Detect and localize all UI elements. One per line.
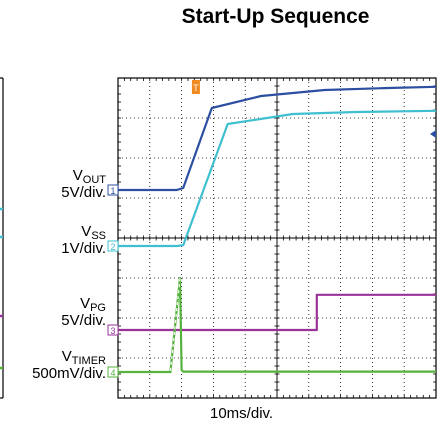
left-partial-frame <box>0 77 4 399</box>
channel-marker-number: 3 <box>110 326 115 336</box>
x-axis-label: 10ms/div. <box>210 405 274 422</box>
series-vtimer-line <box>118 276 436 374</box>
series-vout-line <box>118 85 437 192</box>
trigger-marker-label: T <box>193 83 199 93</box>
series-vpg-line <box>118 293 436 332</box>
channel-marker-2: 2 <box>107 240 119 252</box>
channel-marker-box <box>107 366 119 378</box>
channel-marker-number: 2 <box>110 242 115 252</box>
channel-label-vss: VSS 1V/div. <box>61 223 106 257</box>
series-vss-line <box>118 109 437 248</box>
channel-label-vpg: VPG 5V/div. <box>61 295 106 329</box>
channel-marker-number: 4 <box>110 368 115 378</box>
channel-label-vout: VOUT 5V/div. <box>61 167 106 201</box>
channel-marker-3: 3 <box>107 324 119 336</box>
channel-marker-number: 1 <box>110 186 115 196</box>
channel-marker-1: 1 <box>107 184 119 196</box>
channel-marker-box <box>107 324 119 336</box>
channel-label-vtimer: VTIMER 500mV/div. <box>32 348 106 382</box>
channel-marker-4: 4 <box>107 366 119 378</box>
channel-marker-box <box>107 184 119 196</box>
right-edge-arrow-icon <box>430 130 436 138</box>
trigger-marker: T <box>191 80 200 94</box>
grid <box>117 77 437 399</box>
chart-title: Start-Up Sequence <box>181 5 370 28</box>
traces <box>118 85 437 374</box>
trigger-marker-box <box>191 80 200 94</box>
channel-markers: 1 2 3 4 T <box>107 80 436 378</box>
channel-marker-box <box>107 240 119 252</box>
